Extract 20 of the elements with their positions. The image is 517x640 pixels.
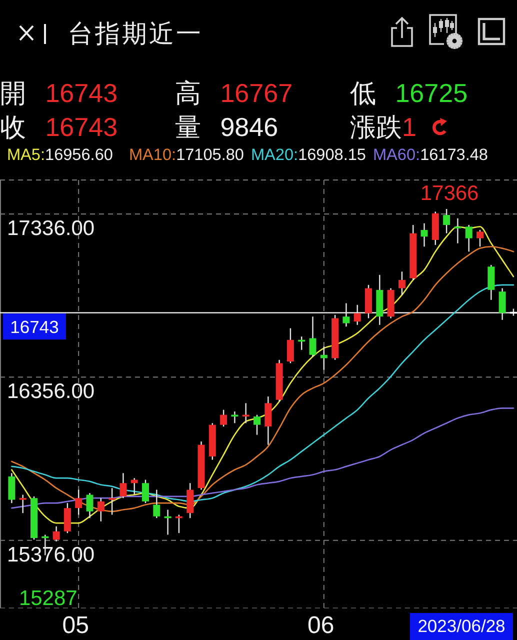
text: 量 9846 xyxy=(175,112,278,142)
text: 漲跌1 xyxy=(350,112,416,142)
text: MA20:16908.15 xyxy=(251,146,366,164)
text: MA5:16956.60 xyxy=(7,146,113,164)
text: MA10:17105.80 xyxy=(129,146,244,164)
ref-line-label: 16743 xyxy=(10,317,59,338)
text: MA60:16173.48 xyxy=(373,146,488,164)
chart-title: 台指期近一 xyxy=(68,20,203,48)
x-tick-label: 05 xyxy=(62,612,89,639)
annotation: 15287 xyxy=(18,587,78,610)
text: 開 16743 xyxy=(0,78,118,108)
y-tick-label: 16356.00 xyxy=(7,380,95,404)
x-tick-label: 06 xyxy=(308,612,334,639)
y-tick-label: 15376.00 xyxy=(7,543,95,566)
annotation: 17366 xyxy=(420,182,479,205)
y-tick-label: 17336.00 xyxy=(7,216,95,240)
text: 收 16743 xyxy=(0,112,118,142)
text: 2023/06/28 xyxy=(418,616,506,636)
text: 低 16725 xyxy=(350,78,468,108)
text: 高 16767 xyxy=(175,78,293,108)
